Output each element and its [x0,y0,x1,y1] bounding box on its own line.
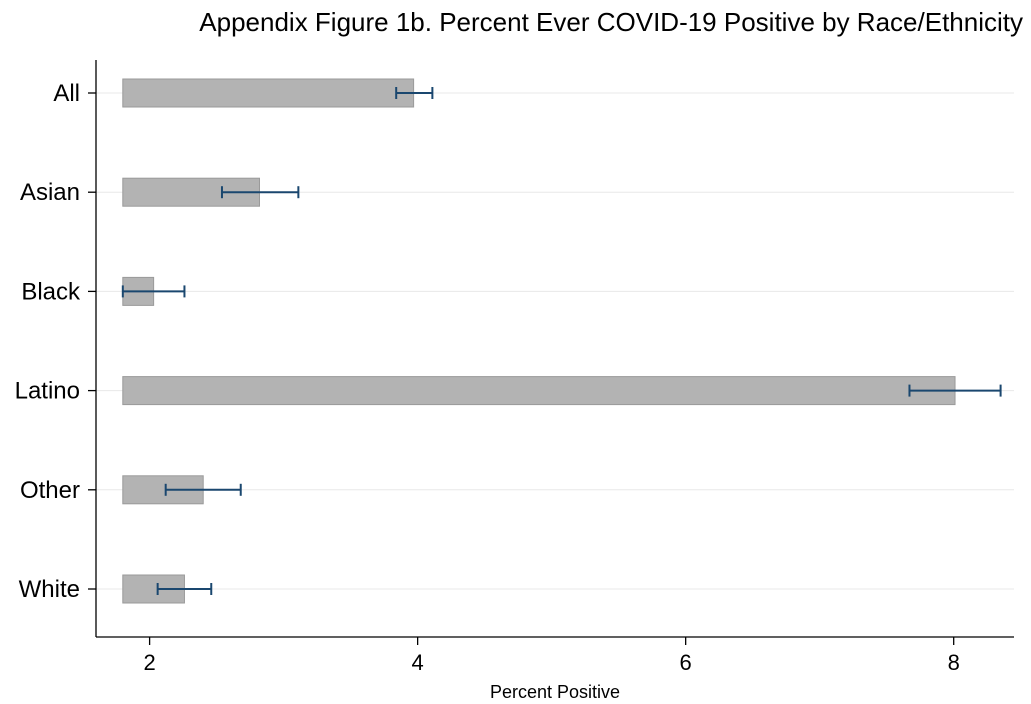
bars [122,78,956,604]
category-label-latino: Latino [15,378,80,405]
category-label-white: White [19,576,80,603]
bar-all [122,78,415,108]
category-label-other: Other [20,477,80,504]
category-label-black: Black [21,278,81,305]
bar-latino [122,376,956,406]
x-tick-label-2: 2 [143,650,155,675]
x-tick-label-6: 6 [680,650,692,675]
category-label-all: All [53,80,80,107]
chart-title: Appendix Figure 1b. Percent Ever COVID-1… [199,7,1023,37]
y-axis-labels: All Asian Black Latino Other White [15,80,96,603]
gridlines [96,92,1014,590]
x-tick-label-4: 4 [412,650,424,675]
category-label-asian: Asian [20,179,80,206]
x-tick-label-8: 8 [948,650,960,675]
x-axis-title: Percent Positive [490,682,620,702]
error-bars [121,87,1002,595]
x-axis-ticks: 2 4 6 8 [143,637,960,675]
